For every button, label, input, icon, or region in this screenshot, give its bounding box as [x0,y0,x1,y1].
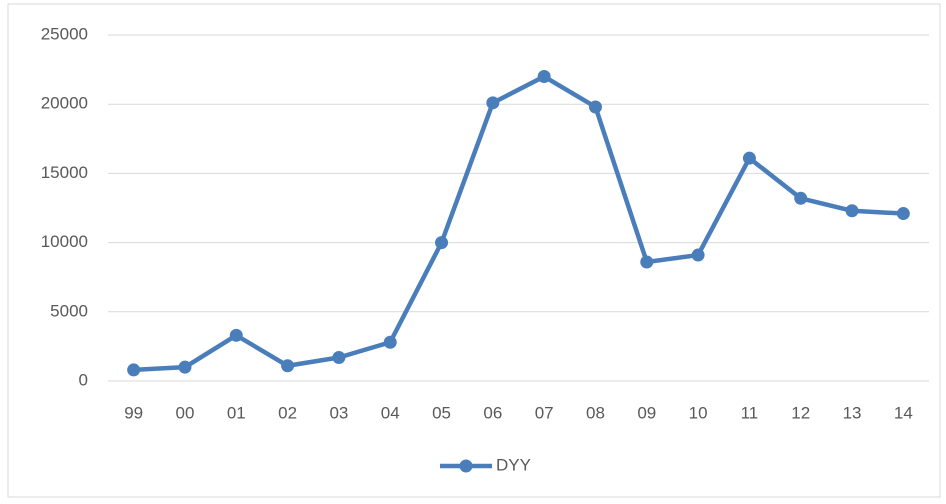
y-tick-label: 15000 [41,163,88,182]
y-tick-label: 5000 [50,301,88,320]
x-tick-label: 04 [381,403,400,422]
data-point [383,335,397,349]
data-point [691,248,705,262]
data-point [229,328,243,342]
data-point [742,151,756,165]
data-point [794,191,808,205]
data-point [896,207,910,221]
data-point [845,204,859,218]
legend-label: DYY [496,455,531,474]
data-point [178,360,192,374]
x-tick-label: 09 [637,403,656,422]
y-tick-label: 0 [79,370,88,389]
data-point [537,70,551,84]
series-line [133,74,904,373]
data-point [588,100,602,114]
x-tick-label: 07 [535,403,554,422]
x-tick-label: 10 [689,403,708,422]
x-tick-label: 13 [843,403,862,422]
x-tick-label: 03 [329,403,348,422]
data-point [127,363,141,377]
x-tick-label: 11 [741,403,759,422]
chart-border [7,3,941,498]
legend-marker [459,459,473,473]
y-tick-label: 25000 [41,24,88,43]
x-tick-label: 08 [586,403,605,422]
y-tick-label: 10000 [41,232,88,251]
data-point [332,350,346,364]
x-tick-label: 00 [176,403,195,422]
x-tick-label: 99 [124,403,143,422]
x-tick-label: 14 [894,403,913,422]
x-tick-label: 01 [227,403,246,422]
x-tick-label: 06 [483,403,502,422]
x-tick-label: 12 [791,403,810,422]
data-point [486,96,500,110]
y-tick-label: 20000 [41,94,88,113]
x-tick-label: 05 [432,403,451,422]
data-point [640,255,654,269]
data-point [281,359,295,373]
x-tick-label: 02 [278,403,297,422]
data-point [435,236,449,250]
